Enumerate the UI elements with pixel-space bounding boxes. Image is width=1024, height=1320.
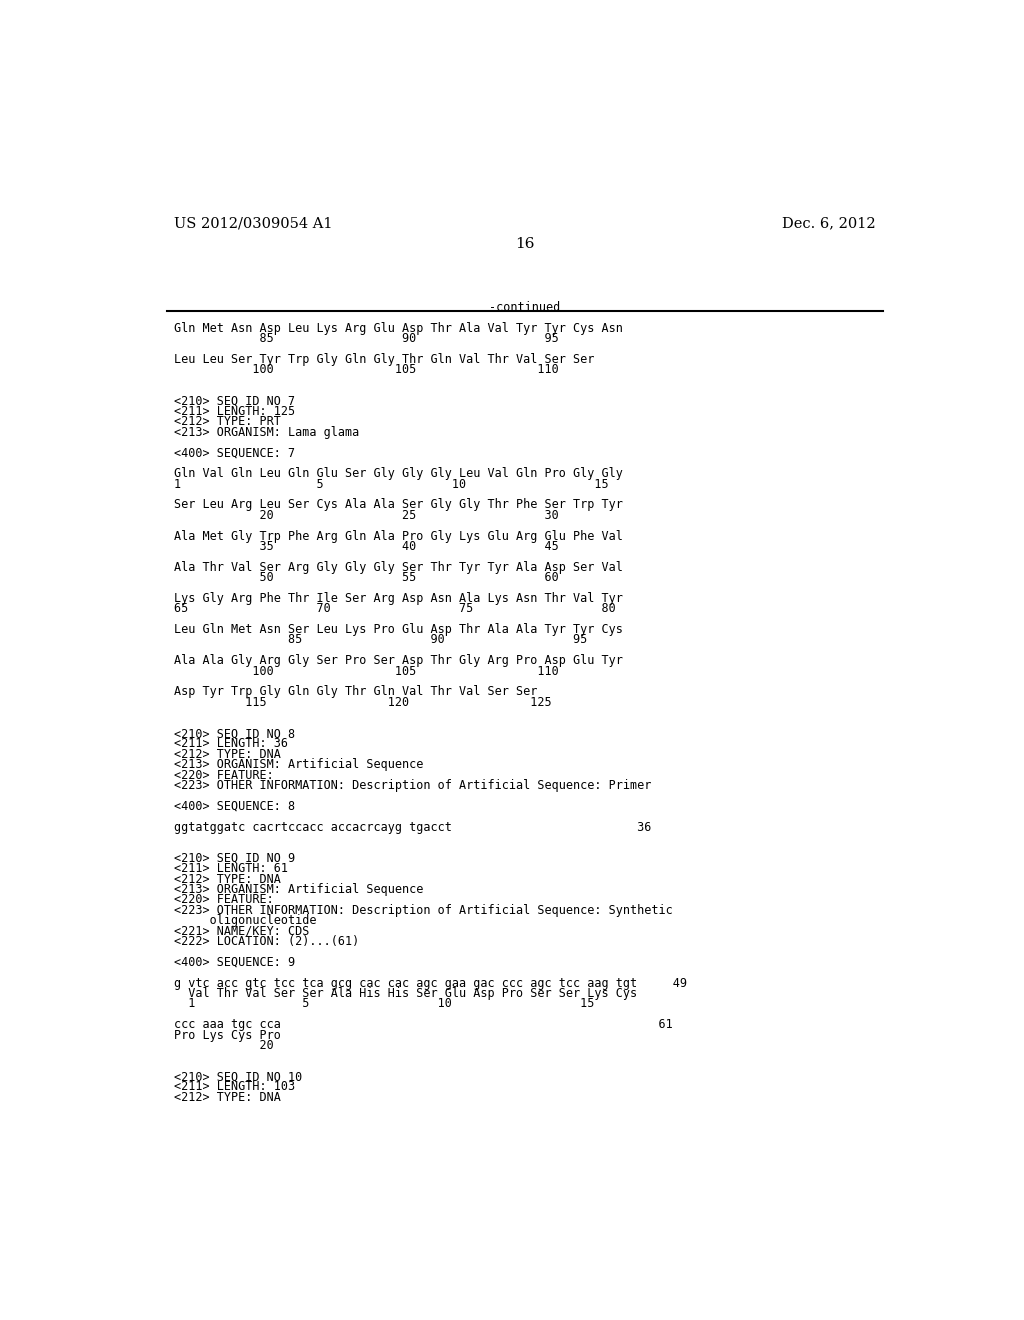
Text: <210> SEQ ID NO 10: <210> SEQ ID NO 10 (174, 1071, 303, 1084)
Text: Gln Met Asn Asp Leu Lys Arg Glu Asp Thr Ala Val Tyr Tyr Cys Asn: Gln Met Asn Asp Leu Lys Arg Glu Asp Thr … (174, 322, 624, 335)
Text: ccc aaa tgc cca                                                     61: ccc aaa tgc cca 61 (174, 1018, 673, 1031)
Text: <212> TYPE: PRT: <212> TYPE: PRT (174, 416, 282, 428)
Text: 115                 120                 125: 115 120 125 (174, 696, 552, 709)
Text: 65                  70                  75                  80: 65 70 75 80 (174, 602, 616, 615)
Text: <211> LENGTH: 103: <211> LENGTH: 103 (174, 1081, 296, 1093)
Text: <222> LOCATION: (2)...(61): <222> LOCATION: (2)...(61) (174, 935, 359, 948)
Text: 85                  90                  95: 85 90 95 (174, 634, 588, 647)
Text: <220> FEATURE:: <220> FEATURE: (174, 768, 274, 781)
Text: 85                  90                  95: 85 90 95 (174, 333, 559, 345)
Text: <220> FEATURE:: <220> FEATURE: (174, 894, 274, 907)
Text: 16: 16 (515, 238, 535, 251)
Text: <210> SEQ ID NO 8: <210> SEQ ID NO 8 (174, 727, 296, 741)
Text: oligonucleotide: oligonucleotide (174, 915, 317, 927)
Text: <212> TYPE: DNA: <212> TYPE: DNA (174, 1090, 282, 1104)
Text: 20: 20 (174, 1039, 274, 1052)
Text: <210> SEQ ID NO 7: <210> SEQ ID NO 7 (174, 395, 296, 408)
Text: Lys Gly Arg Phe Thr Ile Ser Arg Asp Asn Ala Lys Asn Thr Val Tyr: Lys Gly Arg Phe Thr Ile Ser Arg Asp Asn … (174, 591, 624, 605)
Text: <400> SEQUENCE: 7: <400> SEQUENCE: 7 (174, 446, 296, 459)
Text: <213> ORGANISM: Lama glama: <213> ORGANISM: Lama glama (174, 425, 359, 438)
Text: <400> SEQUENCE: 8: <400> SEQUENCE: 8 (174, 800, 296, 813)
Text: 20                  25                  30: 20 25 30 (174, 508, 559, 521)
Text: <213> ORGANISM: Artificial Sequence: <213> ORGANISM: Artificial Sequence (174, 883, 424, 896)
Text: <213> ORGANISM: Artificial Sequence: <213> ORGANISM: Artificial Sequence (174, 758, 424, 771)
Text: Val Thr Val Ser Ser Ala His His Ser Glu Asp Pro Ser Ser Lys Cys: Val Thr Val Ser Ser Ala His His Ser Glu … (174, 987, 638, 1001)
Text: Ala Ala Gly Arg Gly Ser Pro Ser Asp Thr Gly Arg Pro Asp Glu Tyr: Ala Ala Gly Arg Gly Ser Pro Ser Asp Thr … (174, 655, 624, 668)
Text: 100                 105                 110: 100 105 110 (174, 363, 559, 376)
Text: <221> NAME/KEY: CDS: <221> NAME/KEY: CDS (174, 924, 310, 937)
Text: Ala Met Gly Trp Phe Arg Gln Ala Pro Gly Lys Glu Arg Glu Phe Val: Ala Met Gly Trp Phe Arg Gln Ala Pro Gly … (174, 529, 624, 543)
Text: US 2012/0309054 A1: US 2012/0309054 A1 (174, 216, 333, 230)
Text: Ala Thr Val Ser Arg Gly Gly Gly Ser Thr Tyr Tyr Ala Asp Ser Val: Ala Thr Val Ser Arg Gly Gly Gly Ser Thr … (174, 561, 624, 574)
Text: Ser Leu Arg Leu Ser Cys Ala Ala Ser Gly Gly Thr Phe Ser Trp Tyr: Ser Leu Arg Leu Ser Cys Ala Ala Ser Gly … (174, 499, 624, 511)
Text: <211> LENGTH: 125: <211> LENGTH: 125 (174, 405, 296, 418)
Text: Leu Leu Ser Tyr Trp Gly Gln Gly Thr Gln Val Thr Val Ser Ser: Leu Leu Ser Tyr Trp Gly Gln Gly Thr Gln … (174, 352, 595, 366)
Text: Dec. 6, 2012: Dec. 6, 2012 (782, 216, 876, 230)
Text: <211> LENGTH: 61: <211> LENGTH: 61 (174, 862, 289, 875)
Text: 50                  55                  60: 50 55 60 (174, 572, 559, 585)
Text: Pro Lys Cys Pro: Pro Lys Cys Pro (174, 1028, 282, 1041)
Text: <210> SEQ ID NO 9: <210> SEQ ID NO 9 (174, 851, 296, 865)
Text: 1                   5                  10                  15: 1 5 10 15 (174, 478, 609, 491)
Text: <212> TYPE: DNA: <212> TYPE: DNA (174, 873, 282, 886)
Text: Gln Val Gln Leu Gln Glu Ser Gly Gly Gly Leu Val Gln Pro Gly Gly: Gln Val Gln Leu Gln Glu Ser Gly Gly Gly … (174, 467, 624, 480)
Text: <211> LENGTH: 36: <211> LENGTH: 36 (174, 738, 289, 751)
Text: <223> OTHER INFORMATION: Description of Artificial Sequence: Primer: <223> OTHER INFORMATION: Description of … (174, 779, 652, 792)
Text: Asp Tyr Trp Gly Gln Gly Thr Gln Val Thr Val Ser Ser: Asp Tyr Trp Gly Gln Gly Thr Gln Val Thr … (174, 685, 538, 698)
Text: 100                 105                 110: 100 105 110 (174, 665, 559, 677)
Text: g vtc acc gtc tcc tca gcg cac cac agc gaa gac ccc agc tcc aag tgt     49: g vtc acc gtc tcc tca gcg cac cac agc ga… (174, 977, 687, 990)
Text: <223> OTHER INFORMATION: Description of Artificial Sequence: Synthetic: <223> OTHER INFORMATION: Description of … (174, 904, 673, 917)
Text: 1               5                  10                  15: 1 5 10 15 (174, 998, 595, 1010)
Text: ggtatggatc cacrtccacc accacrcayg tgacct                          36: ggtatggatc cacrtccacc accacrcayg tgacct … (174, 821, 652, 834)
Text: -continued: -continued (489, 301, 560, 314)
Text: <212> TYPE: DNA: <212> TYPE: DNA (174, 748, 282, 760)
Text: Leu Gln Met Asn Ser Leu Lys Pro Glu Asp Thr Ala Ala Tyr Tyr Cys: Leu Gln Met Asn Ser Leu Lys Pro Glu Asp … (174, 623, 624, 636)
Text: 35                  40                  45: 35 40 45 (174, 540, 559, 553)
Text: <400> SEQUENCE: 9: <400> SEQUENCE: 9 (174, 956, 296, 969)
